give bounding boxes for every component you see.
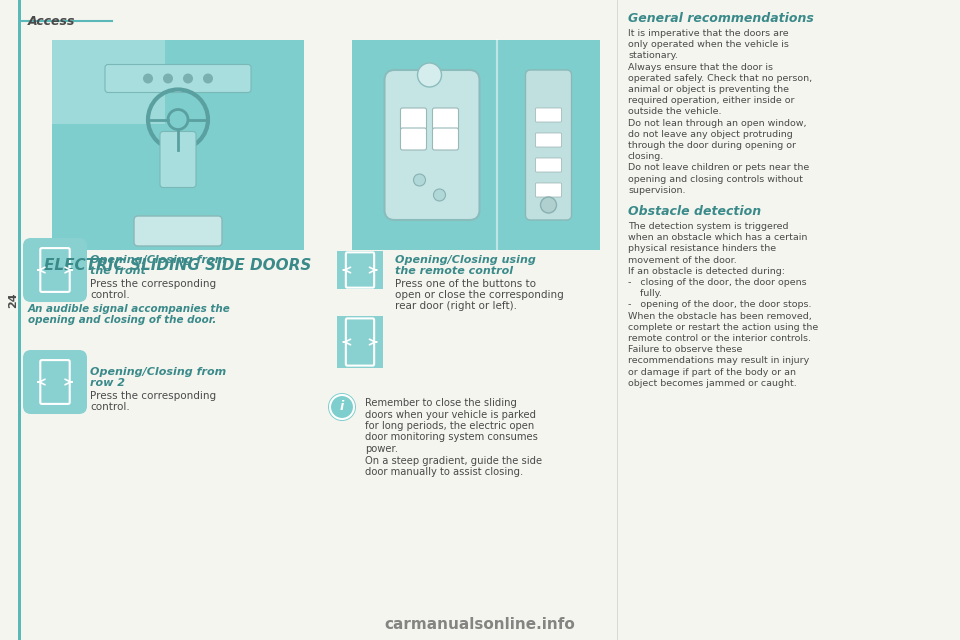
Text: physical resistance hinders the: physical resistance hinders the	[628, 244, 776, 253]
Text: row 2: row 2	[90, 378, 125, 388]
FancyBboxPatch shape	[536, 183, 562, 197]
Text: complete or restart the action using the: complete or restart the action using the	[628, 323, 818, 332]
Text: fully.: fully.	[628, 289, 661, 298]
Text: do not leave any object protruding: do not leave any object protruding	[628, 130, 793, 139]
Circle shape	[540, 197, 557, 213]
Text: remote control or the interior controls.: remote control or the interior controls.	[628, 334, 811, 343]
Text: stationary.: stationary.	[628, 51, 678, 60]
Circle shape	[183, 74, 193, 83]
Text: 24: 24	[8, 292, 18, 308]
Text: open or close the corresponding: open or close the corresponding	[395, 290, 564, 300]
FancyBboxPatch shape	[536, 108, 562, 122]
FancyBboxPatch shape	[433, 128, 459, 150]
Text: operated safely. Check that no person,: operated safely. Check that no person,	[628, 74, 812, 83]
Text: when an obstacle which has a certain: when an obstacle which has a certain	[628, 233, 807, 242]
Text: General recommendations: General recommendations	[628, 12, 814, 25]
FancyBboxPatch shape	[105, 65, 251, 93]
Text: opening and closing of the door.: opening and closing of the door.	[28, 315, 216, 325]
Text: Press the corresponding: Press the corresponding	[90, 279, 216, 289]
Text: It is imperative that the doors are: It is imperative that the doors are	[628, 29, 788, 38]
Text: Opening/Closing using: Opening/Closing using	[395, 255, 536, 265]
Text: through the door during opening or: through the door during opening or	[628, 141, 796, 150]
Text: door manually to assist closing.: door manually to assist closing.	[365, 467, 523, 477]
Bar	[352, 40, 600, 250]
Text: -   closing of the door, the door opens: - closing of the door, the door opens	[628, 278, 806, 287]
Text: control.: control.	[90, 290, 130, 300]
Text: power.: power.	[365, 444, 398, 454]
Text: outside the vehicle.: outside the vehicle.	[628, 108, 722, 116]
Text: i: i	[340, 399, 344, 413]
Text: recommendations may result in injury: recommendations may result in injury	[628, 356, 809, 365]
Text: When the obstacle has been removed,: When the obstacle has been removed,	[628, 312, 812, 321]
Text: The detection system is triggered: The detection system is triggered	[628, 222, 788, 231]
Text: the front: the front	[90, 266, 146, 276]
FancyBboxPatch shape	[52, 40, 165, 124]
Text: Do not leave children or pets near the: Do not leave children or pets near the	[628, 163, 809, 172]
FancyBboxPatch shape	[433, 108, 459, 130]
Text: Opening/Closing from: Opening/Closing from	[90, 255, 227, 265]
FancyBboxPatch shape	[23, 238, 87, 302]
Text: animal or object is preventing the: animal or object is preventing the	[628, 85, 789, 94]
Text: Opening/Closing from: Opening/Closing from	[90, 367, 227, 377]
Text: carmanualsonline.info: carmanualsonline.info	[385, 617, 575, 632]
FancyBboxPatch shape	[160, 131, 196, 188]
Text: or damage if part of the body or an: or damage if part of the body or an	[628, 367, 796, 376]
Text: An audible signal accompanies the: An audible signal accompanies the	[28, 304, 230, 314]
Text: On a steep gradient, guide the side: On a steep gradient, guide the side	[365, 456, 542, 465]
Text: -   opening of the door, the door stops.: - opening of the door, the door stops.	[628, 300, 811, 309]
Text: Always ensure that the door is: Always ensure that the door is	[628, 63, 773, 72]
Circle shape	[414, 174, 425, 186]
Text: rear door (right or left).: rear door (right or left).	[395, 301, 517, 311]
Text: for long periods, the electric open: for long periods, the electric open	[365, 421, 535, 431]
FancyBboxPatch shape	[134, 216, 222, 246]
FancyBboxPatch shape	[525, 70, 571, 220]
Text: door monitoring system consumes: door monitoring system consumes	[365, 433, 538, 442]
Text: Do not lean through an open window,: Do not lean through an open window,	[628, 118, 806, 127]
Text: object becomes jammed or caught.: object becomes jammed or caught.	[628, 379, 797, 388]
Circle shape	[203, 74, 213, 83]
Text: Access: Access	[28, 15, 76, 28]
Text: required operation, either inside or: required operation, either inside or	[628, 96, 795, 105]
Text: supervision.: supervision.	[628, 186, 685, 195]
Text: If an obstacle is detected during:: If an obstacle is detected during:	[628, 267, 785, 276]
Text: movement of the door.: movement of the door.	[628, 255, 736, 264]
Circle shape	[434, 189, 445, 201]
Circle shape	[328, 393, 356, 421]
Text: doors when your vehicle is parked: doors when your vehicle is parked	[365, 410, 536, 419]
Text: Press the corresponding: Press the corresponding	[90, 391, 216, 401]
Bar	[337, 251, 383, 289]
Text: ELECTRIC SLIDING SIDE DOORS: ELECTRIC SLIDING SIDE DOORS	[44, 258, 312, 273]
Text: opening and closing controls without: opening and closing controls without	[628, 175, 803, 184]
Circle shape	[418, 63, 442, 87]
Text: only operated when the vehicle is: only operated when the vehicle is	[628, 40, 789, 49]
Circle shape	[143, 74, 153, 83]
FancyBboxPatch shape	[536, 133, 562, 147]
Bar	[18, 0, 21, 640]
Text: control.: control.	[90, 402, 130, 412]
Bar	[337, 316, 383, 368]
Text: Press one of the buttons to: Press one of the buttons to	[395, 279, 536, 289]
Text: Remember to close the sliding: Remember to close the sliding	[365, 398, 516, 408]
Circle shape	[163, 74, 173, 83]
Bar	[52, 40, 304, 250]
Text: Obstacle detection: Obstacle detection	[628, 205, 761, 218]
FancyBboxPatch shape	[23, 350, 87, 414]
Text: Failure to observe these: Failure to observe these	[628, 345, 742, 354]
FancyBboxPatch shape	[400, 128, 426, 150]
Text: the remote control: the remote control	[395, 266, 514, 276]
FancyBboxPatch shape	[385, 70, 479, 220]
FancyBboxPatch shape	[536, 158, 562, 172]
FancyBboxPatch shape	[400, 108, 426, 130]
Text: closing.: closing.	[628, 152, 664, 161]
